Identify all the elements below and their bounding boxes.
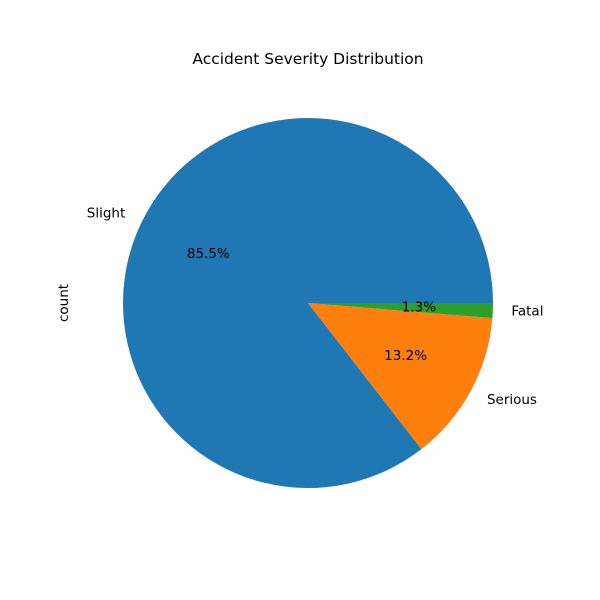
slice-percent-fatal: 1.3% bbox=[402, 300, 436, 316]
pie-slice-fatal bbox=[308, 303, 493, 319]
pie-slices bbox=[123, 117, 493, 489]
chart-title: Accident Severity Distribution bbox=[192, 50, 423, 68]
slice-label-fatal: Fatal bbox=[511, 303, 543, 319]
pie-slice-serious bbox=[308, 303, 493, 450]
slice-percent-serious: 13.2% bbox=[384, 348, 427, 364]
slice-percent-slight: 85.5% bbox=[187, 246, 230, 262]
y-axis-label: count bbox=[56, 284, 72, 322]
slice-label-serious: Serious bbox=[487, 392, 537, 408]
slice-label-slight: Slight bbox=[87, 205, 126, 221]
pie-labels: Slight 85.5% Serious 13.2% Fatal 1.3% bbox=[87, 205, 544, 407]
